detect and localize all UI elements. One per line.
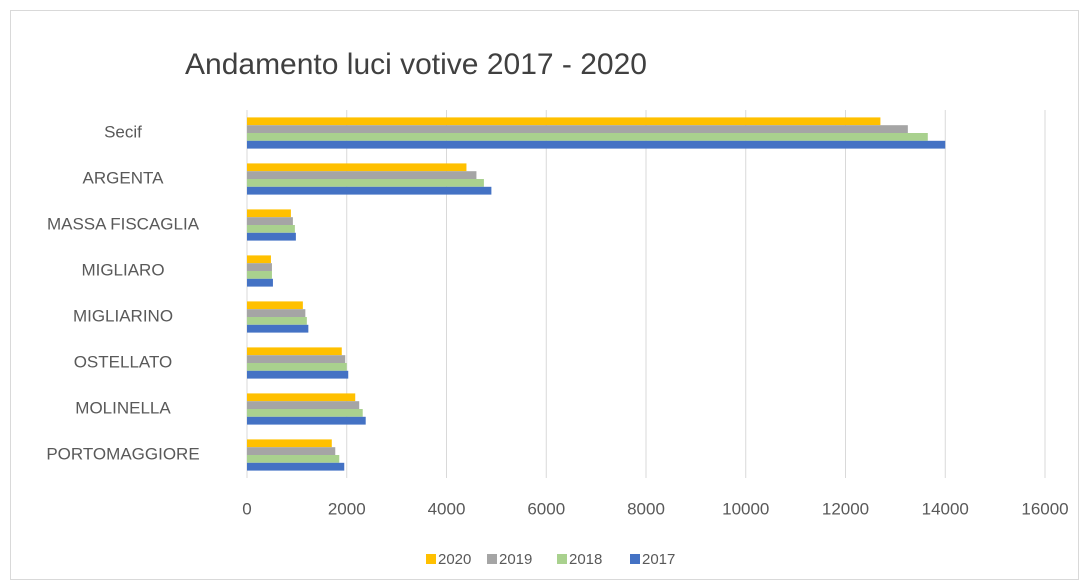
bar	[247, 255, 271, 264]
bar	[247, 447, 336, 455]
bar	[247, 439, 332, 448]
bar	[247, 225, 295, 233]
x-tick-label: 6000	[527, 499, 565, 518]
y-tick-label: OSTELLATO	[74, 352, 173, 371]
legend-swatch	[487, 554, 497, 564]
bar	[247, 271, 272, 279]
legend-swatch	[426, 554, 436, 564]
bar	[247, 140, 946, 149]
bar	[247, 401, 360, 409]
x-tick-label: 12000	[822, 499, 869, 518]
y-tick-label: MOLINELLA	[75, 398, 171, 417]
legend-label: 2018	[569, 551, 602, 568]
bar	[247, 232, 296, 241]
y-tick-label: Secif	[104, 122, 142, 141]
x-tick-label: 16000	[1021, 499, 1068, 518]
legend-label: 2017	[642, 551, 675, 568]
bar	[247, 309, 306, 317]
bar	[247, 171, 477, 179]
bar	[247, 462, 345, 471]
x-tick-label: 2000	[328, 499, 366, 518]
legend-swatch	[630, 554, 640, 564]
bar	[247, 209, 291, 218]
legend-label: 2019	[499, 551, 532, 568]
chart-frame	[10, 10, 1079, 580]
y-tick-label: MIGLIARINO	[73, 306, 173, 325]
bar	[247, 301, 303, 310]
bar	[247, 363, 347, 371]
bar	[247, 125, 908, 133]
bar	[247, 393, 356, 402]
y-tick-label: MIGLIARO	[81, 260, 164, 279]
x-tick-label: 8000	[627, 499, 665, 518]
x-tick-label: 10000	[722, 499, 769, 518]
x-tick-label: 14000	[922, 499, 969, 518]
legend-label: 2020	[438, 551, 471, 568]
bar	[247, 117, 881, 126]
chart-title: Andamento luci votive 2017 - 2020	[185, 48, 647, 81]
x-tick-label: 0	[242, 499, 251, 518]
y-tick-label: ARGENTA	[83, 168, 165, 187]
bar	[247, 278, 273, 287]
bar	[247, 416, 366, 425]
bar	[247, 163, 467, 172]
bar	[247, 317, 307, 325]
bar	[247, 409, 363, 417]
bar	[247, 324, 309, 333]
y-tick-label: PORTOMAGGIORE	[46, 444, 199, 463]
bar	[247, 186, 492, 195]
x-tick-label: 4000	[428, 499, 466, 518]
bar	[247, 179, 484, 187]
bar	[247, 355, 346, 363]
y-tick-label: MASSA FISCAGLIA	[47, 214, 200, 233]
bar	[247, 133, 928, 141]
bar	[247, 347, 342, 356]
bar	[247, 217, 293, 225]
bar	[247, 263, 272, 271]
bar	[247, 370, 349, 379]
bar	[247, 455, 340, 463]
legend-swatch	[557, 554, 567, 564]
